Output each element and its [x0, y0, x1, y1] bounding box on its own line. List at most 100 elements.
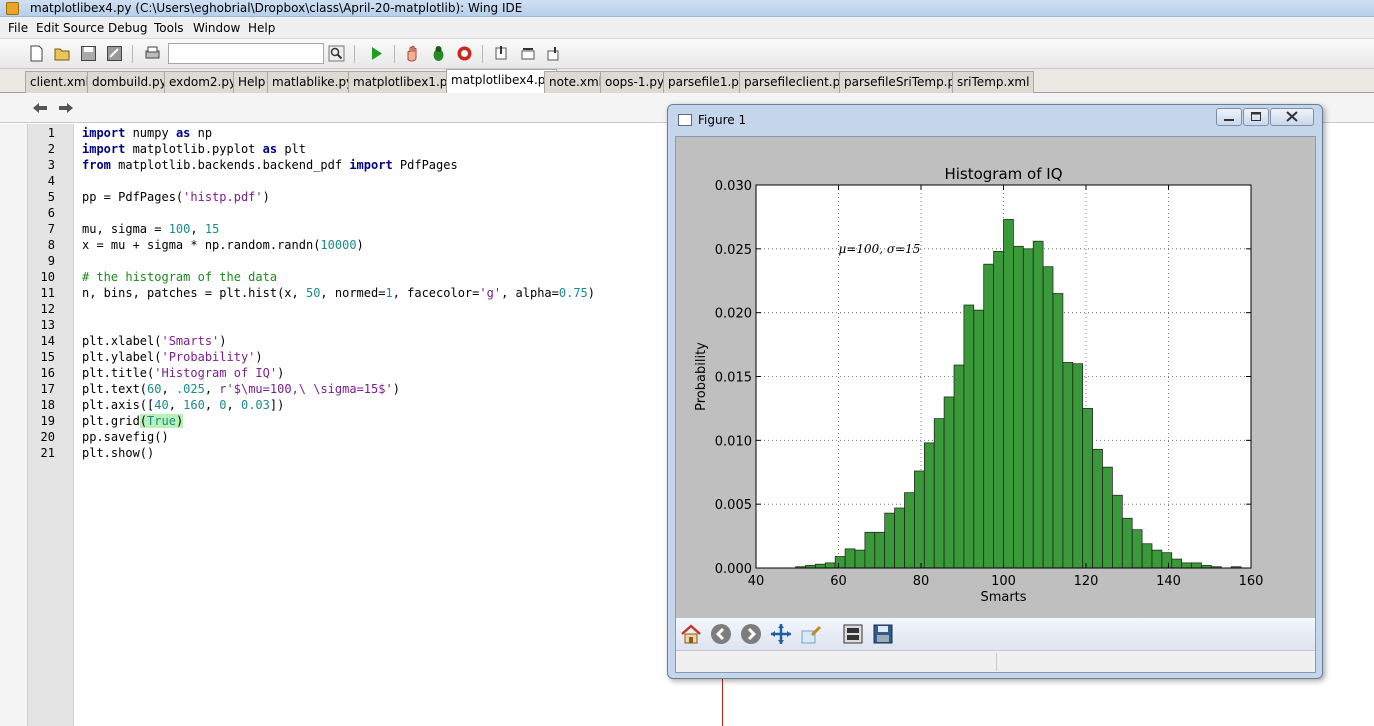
histogram-bar	[815, 563, 826, 569]
tab-sritemp-xml[interactable]: sriTemp.xml	[952, 71, 1035, 93]
line-number: 19	[40, 414, 55, 428]
run-icon[interactable]	[368, 45, 385, 62]
histogram-bar	[973, 309, 985, 569]
tab-matplotlibex1-py[interactable]: matplotlibex1.py	[348, 71, 460, 93]
toolbar-separator	[132, 45, 133, 63]
x-tick-label: 120	[1074, 574, 1099, 589]
line-number: 9	[47, 254, 55, 268]
subplots-icon[interactable]	[842, 623, 864, 645]
y-tick-label: 0.025	[715, 243, 752, 258]
chart-annotation: μ=100, σ=15	[839, 242, 921, 256]
tab-parsefile1-py[interactable]: parsefile1.py	[663, 71, 751, 93]
main-toolbar	[0, 39, 1374, 69]
save-icon[interactable]	[80, 45, 97, 62]
tab-matlablike-py[interactable]: matlablike.py	[267, 71, 359, 93]
print-icon[interactable]	[144, 45, 161, 62]
y-tick-label: 0.030	[715, 179, 752, 194]
tab-note-xml[interactable]: note.xml	[544, 71, 607, 93]
menu-window[interactable]: Window	[193, 21, 241, 35]
x-axis-label: Smarts	[980, 590, 1026, 605]
tab-exdom2-py[interactable]: exdom2.py	[164, 71, 242, 93]
back-icon[interactable]	[710, 623, 732, 645]
step-into-icon[interactable]	[494, 45, 511, 62]
stop-hand-icon[interactable]	[404, 45, 421, 62]
back-arrow-icon[interactable]	[32, 101, 48, 115]
home-icon[interactable]	[680, 623, 702, 645]
x-tick-label: 160	[1239, 574, 1264, 589]
plot-canvas[interactable]: 40 60 80 100 120 140 160 0.000 0.005 0.010 0.015 0.…	[676, 137, 1315, 617]
menu-source[interactable]: Source	[63, 21, 105, 35]
histogram-bar	[854, 549, 866, 569]
figure-toolbar	[676, 617, 1315, 650]
code-line: x = mu + sigma * np.random.randn(10000)	[82, 238, 364, 252]
tab-parsefilesritemp-py[interactable]: parsefileSriTemp.py	[839, 71, 968, 93]
forward-icon[interactable]	[740, 623, 762, 645]
histogram-bar	[1181, 562, 1192, 569]
menu-file[interactable]: File	[8, 21, 29, 35]
histogram-bar	[1092, 448, 1103, 569]
histogram-bar	[1082, 408, 1093, 569]
histogram-chart: 40 60 80 100 120 140 160 0.000 0.005 0.010 0.015 0.…	[694, 165, 1264, 605]
forward-arrow-icon[interactable]	[58, 101, 74, 115]
search-icon[interactable]	[328, 45, 345, 62]
histogram-bar	[1013, 245, 1024, 569]
open-folder-icon[interactable]	[54, 45, 71, 62]
toolbar-separator	[394, 45, 395, 63]
new-file-icon[interactable]	[28, 45, 45, 62]
y-tick-label: 0.015	[715, 371, 752, 386]
stop-debug-icon[interactable]	[456, 45, 473, 62]
wing-app-icon	[6, 2, 19, 15]
step-over-icon[interactable]	[520, 45, 537, 62]
minimize-button[interactable]	[1216, 108, 1242, 126]
line-number: 17	[40, 382, 55, 396]
step-out-icon[interactable]	[546, 45, 563, 62]
x-tick-label: 60	[830, 574, 847, 589]
minimize-icon	[1224, 119, 1234, 121]
histogram-bar	[1052, 293, 1064, 569]
tab-parsefileclient-py[interactable]: parsefileclient.py	[739, 71, 853, 93]
line-number: 4	[47, 174, 55, 188]
line-number: 5	[47, 190, 55, 204]
maximize-button[interactable]	[1243, 108, 1269, 126]
histogram-bar	[1121, 517, 1133, 569]
histogram-bar	[1072, 363, 1084, 569]
line-number: 10	[40, 270, 55, 284]
save-all-icon[interactable]	[106, 45, 123, 62]
zoom-icon[interactable]	[800, 623, 822, 645]
tab-dombuild-py[interactable]: dombuild.py	[87, 71, 172, 93]
search-input[interactable]	[168, 43, 324, 64]
toolbar-separator	[482, 45, 483, 63]
menu-tools[interactable]: Tools	[154, 21, 184, 35]
histogram-bar	[1151, 549, 1163, 569]
histogram-bar	[1042, 266, 1054, 569]
tab-oops-1-py[interactable]: oops-1.py	[600, 71, 670, 93]
histogram-bar	[1102, 466, 1113, 569]
save-figure-icon[interactable]	[872, 623, 894, 645]
histogram-bar	[1032, 240, 1044, 569]
y-tick-label: 0.000	[715, 562, 752, 577]
code-line: import numpy as np	[82, 126, 213, 140]
histogram-bar	[1171, 558, 1183, 569]
histogram-bar	[834, 556, 846, 569]
maximize-icon	[1251, 112, 1261, 121]
window-titlebar[interactable]: matplotlibex4.py (C:\Users\eghobrial\Dro…	[0, 0, 1374, 17]
figure-window-icon	[678, 114, 692, 126]
menu-help[interactable]: Help	[248, 21, 276, 35]
histogram-bar	[1131, 529, 1143, 569]
line-number: 15	[40, 350, 55, 364]
close-button[interactable]	[1270, 108, 1314, 126]
line-number: 3	[47, 158, 55, 172]
tab-client-xml[interactable]: client.xml	[25, 71, 94, 93]
x-tick-label: 140	[1156, 574, 1181, 589]
histogram-bar	[1062, 362, 1074, 569]
debug-bug-icon[interactable]	[430, 45, 447, 62]
histogram-bar	[1141, 543, 1153, 569]
menu-edit[interactable]: Edit	[36, 21, 60, 35]
figure-window[interactable]: Figure 1 40 60 80 100 120 140 160 0.000 0.005 0.0…	[667, 104, 1323, 679]
pan-icon[interactable]	[770, 623, 792, 645]
tab-help[interactable]: Help	[233, 71, 271, 93]
menu-debug[interactable]: Debug	[108, 21, 148, 35]
x-tick-label: 40	[748, 574, 765, 589]
tab-matplotlibex4-py[interactable]: matplotlibex4.py	[446, 69, 558, 93]
toolbar-separator	[354, 45, 355, 63]
